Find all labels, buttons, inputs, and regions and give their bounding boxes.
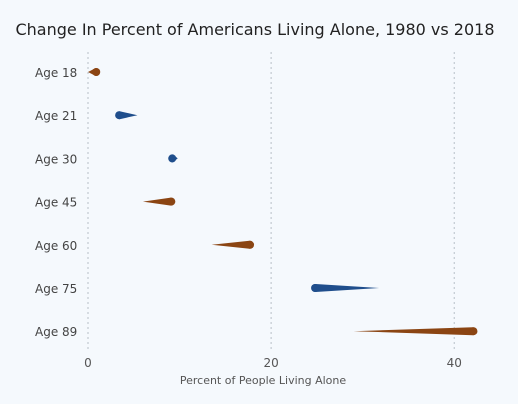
dumbbell-age-45 [142,197,175,206]
x-tick-label-1: 20 [263,356,278,370]
dumbbell-head-age-89 [469,327,478,336]
y-category-label-1: Age 21 [35,109,77,123]
grid-layer [87,52,455,350]
x-tick-label-0: 0 [84,356,92,370]
marks-layer [88,68,478,336]
x-tick-label-2: 40 [447,356,462,370]
y-category-label-2: Age 30 [35,152,77,166]
dumbbell-head-age-21 [115,111,124,120]
y-category-label-3: Age 45 [35,196,77,210]
y-category-label-5: Age 75 [35,282,77,296]
labels-layer: 0 20 40 Age 18 Age 21 Age 30 Age 45 Age 60 Age 7… [35,66,462,370]
dumbbell-head-age-75 [311,284,320,292]
dumbbell-head-age-18 [92,68,101,76]
dumbbell-age-60 [211,240,254,249]
dumbbell-age-89 [353,327,477,336]
dumbbell-age-75 [311,284,380,292]
y-category-label-6: Age 89 [35,325,77,339]
x-axis-title: Percent of People Living Alone [180,374,347,387]
dumbbell-head-age-60 [246,240,255,249]
y-category-label-0: Age 18 [35,66,77,80]
y-category-label-4: Age 60 [35,239,77,253]
chart-title: Change In Percent of Americans Living Al… [15,20,495,39]
dumbbell-head-age-30 [168,154,177,163]
dumbbell-head-age-45 [167,197,176,206]
